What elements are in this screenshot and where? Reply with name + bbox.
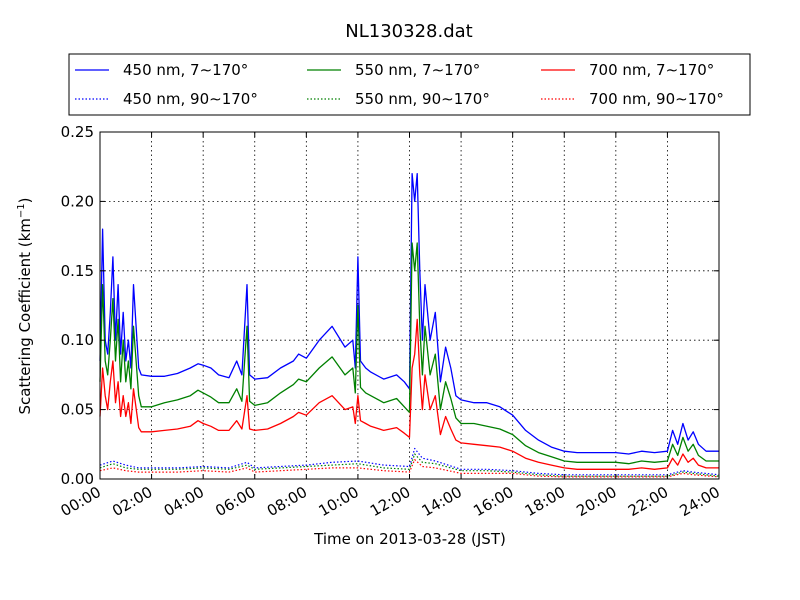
y-tick-labels: 0.00 0.05 0.10 0.15 0.20 0.25: [61, 123, 94, 488]
legend: 450 nm, 7∼170° 550 nm, 7∼170° 700 nm, 7∼17…: [68, 53, 751, 116]
legend-label: 450 nm, 7∼170°: [123, 61, 248, 79]
series-line: [99, 172, 719, 455]
y-axis-label-main: Scattering Coefficient (km: [16, 218, 34, 414]
x-tick-label: 10:00: [315, 483, 361, 520]
y-axis-label-exponent: −1: [16, 203, 27, 218]
x-tick-labels: 00:00 02:00 04:00 06:00 08:00 10:00 12:00 14:00…: [58, 483, 723, 520]
y-tick-label: 0.20: [61, 192, 94, 210]
y-tick-label: 0.05: [61, 401, 94, 419]
x-tick-label: 02:00: [109, 483, 155, 520]
series-lines: [99, 172, 720, 478]
y-axis-label-close: ): [16, 197, 34, 203]
series-line: [99, 447, 720, 476]
legend-label: 550 nm, 90∼170°: [355, 90, 490, 108]
y-axis-label: Scattering Coefficient (km−1): [16, 197, 34, 414]
x-tick-label: 04:00: [161, 483, 207, 520]
x-tick-label: 16:00: [470, 483, 516, 520]
series-line: [99, 242, 719, 465]
x-tick-label: 08:00: [264, 483, 310, 520]
y-tick-label: 0.25: [61, 123, 94, 141]
y-tick-label: 0.10: [61, 331, 94, 349]
legend-label: 700 nm, 7∼170°: [589, 61, 714, 79]
x-tick-label: 14:00: [419, 483, 465, 520]
series-line: [99, 318, 719, 470]
y-tick-label: 0.00: [61, 470, 94, 488]
x-tick-label: 22:00: [625, 483, 671, 520]
x-tick-label: 00:00: [58, 483, 104, 520]
x-tick-label: 18:00: [522, 483, 568, 520]
x-tick-label: 06:00: [212, 483, 258, 520]
x-axis-label: Time on 2013-03-28 (JST): [313, 530, 506, 548]
chart-title: NL130328.dat: [345, 21, 472, 42]
legend-box: [68, 53, 751, 116]
x-tick-label: 20:00: [573, 483, 619, 520]
y-tick-label: 0.15: [61, 262, 94, 280]
x-tick-label: 24:00: [677, 483, 723, 520]
legend-label: 700 nm, 90∼170°: [589, 90, 724, 108]
x-tick-label: 12:00: [367, 483, 413, 520]
legend-label: 550 nm, 7∼170°: [355, 61, 480, 79]
series-line: [99, 453, 720, 477]
legend-label: 450 nm, 90∼170°: [123, 90, 258, 108]
ticks: [99, 131, 720, 480]
